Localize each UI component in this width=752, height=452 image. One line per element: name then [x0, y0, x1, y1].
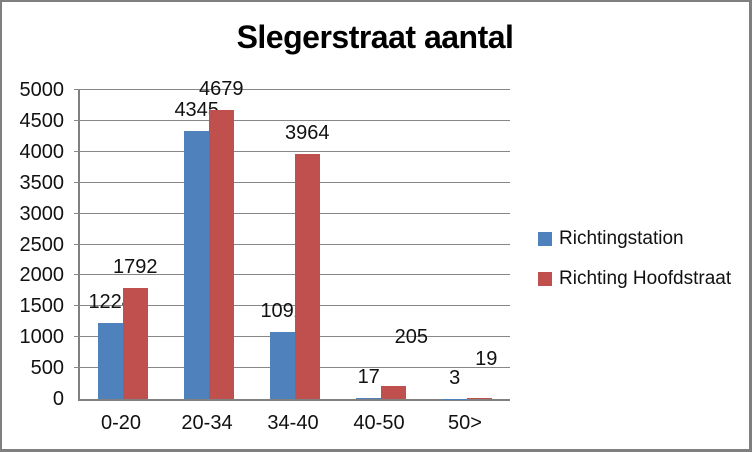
- legend-label: Richting Hoofdstraat: [559, 268, 732, 289]
- y-tick-label: 0: [52, 388, 64, 410]
- bar-value-label: 1224: [88, 291, 133, 314]
- bar-value-label: 3: [449, 366, 461, 389]
- legend-item: Richtingstation: [538, 226, 731, 252]
- gridline: [74, 274, 510, 276]
- legend: Richtingstation Richting Hoofdstraat: [538, 226, 731, 292]
- bar-value-label: 17: [357, 365, 380, 388]
- y-tick-label: 5000: [19, 79, 65, 101]
- bar: [98, 323, 123, 399]
- bar-value-label: 4345: [174, 98, 219, 121]
- x-tick-label: 34-40: [267, 412, 319, 434]
- bar: [184, 130, 209, 399]
- bar: [270, 331, 295, 399]
- bar-value-label: 1092: [260, 299, 305, 322]
- y-tick-label: 2500: [19, 233, 65, 256]
- bar-value-label: 19: [475, 347, 498, 370]
- gridline: [74, 150, 510, 152]
- chart-title: Slegerstraat aantal: [236, 19, 514, 55]
- y-tick-label: 1500: [19, 295, 65, 318]
- bar: [295, 154, 320, 399]
- y-tick-label: 4000: [19, 140, 65, 163]
- x-tick-label: 20-34: [181, 412, 233, 434]
- x-tick-label: 0-20: [100, 412, 142, 434]
- bar-value-label: 205: [394, 326, 428, 349]
- bar-value-label: 3964: [285, 122, 330, 144]
- bar-value-label: 1792: [113, 256, 158, 279]
- gridline: [74, 212, 510, 214]
- legend-swatch: [538, 272, 552, 286]
- y-tick-label: 2000: [19, 264, 65, 287]
- legend-label: Richtingstation: [559, 228, 684, 249]
- y-tick-label: 500: [30, 357, 64, 380]
- gridline: [74, 89, 510, 90]
- gridline: [74, 181, 510, 183]
- y-tick-label: 1000: [19, 326, 65, 349]
- bar: [356, 397, 381, 399]
- x-tick-label: 40-50: [353, 412, 405, 434]
- y-tick-label: 3000: [19, 202, 65, 225]
- legend-swatch: [538, 232, 552, 246]
- y-tick-label: 3500: [19, 171, 65, 194]
- bar: [123, 288, 148, 399]
- bar-value-label: 4679: [199, 77, 244, 100]
- plot-area: 1224 4345 1092 17 3 1792 4679 3964 205 19: [74, 79, 510, 401]
- gridline: [74, 305, 510, 307]
- bar: [467, 397, 492, 399]
- x-tick-label: 50>: [448, 412, 482, 434]
- gridline: [74, 243, 510, 245]
- legend-item: Richting Hoofdstraat: [538, 266, 731, 292]
- bar: [381, 386, 406, 399]
- bar: [209, 109, 234, 399]
- y-tick-label: 4500: [19, 109, 65, 132]
- gridline: [74, 119, 510, 121]
